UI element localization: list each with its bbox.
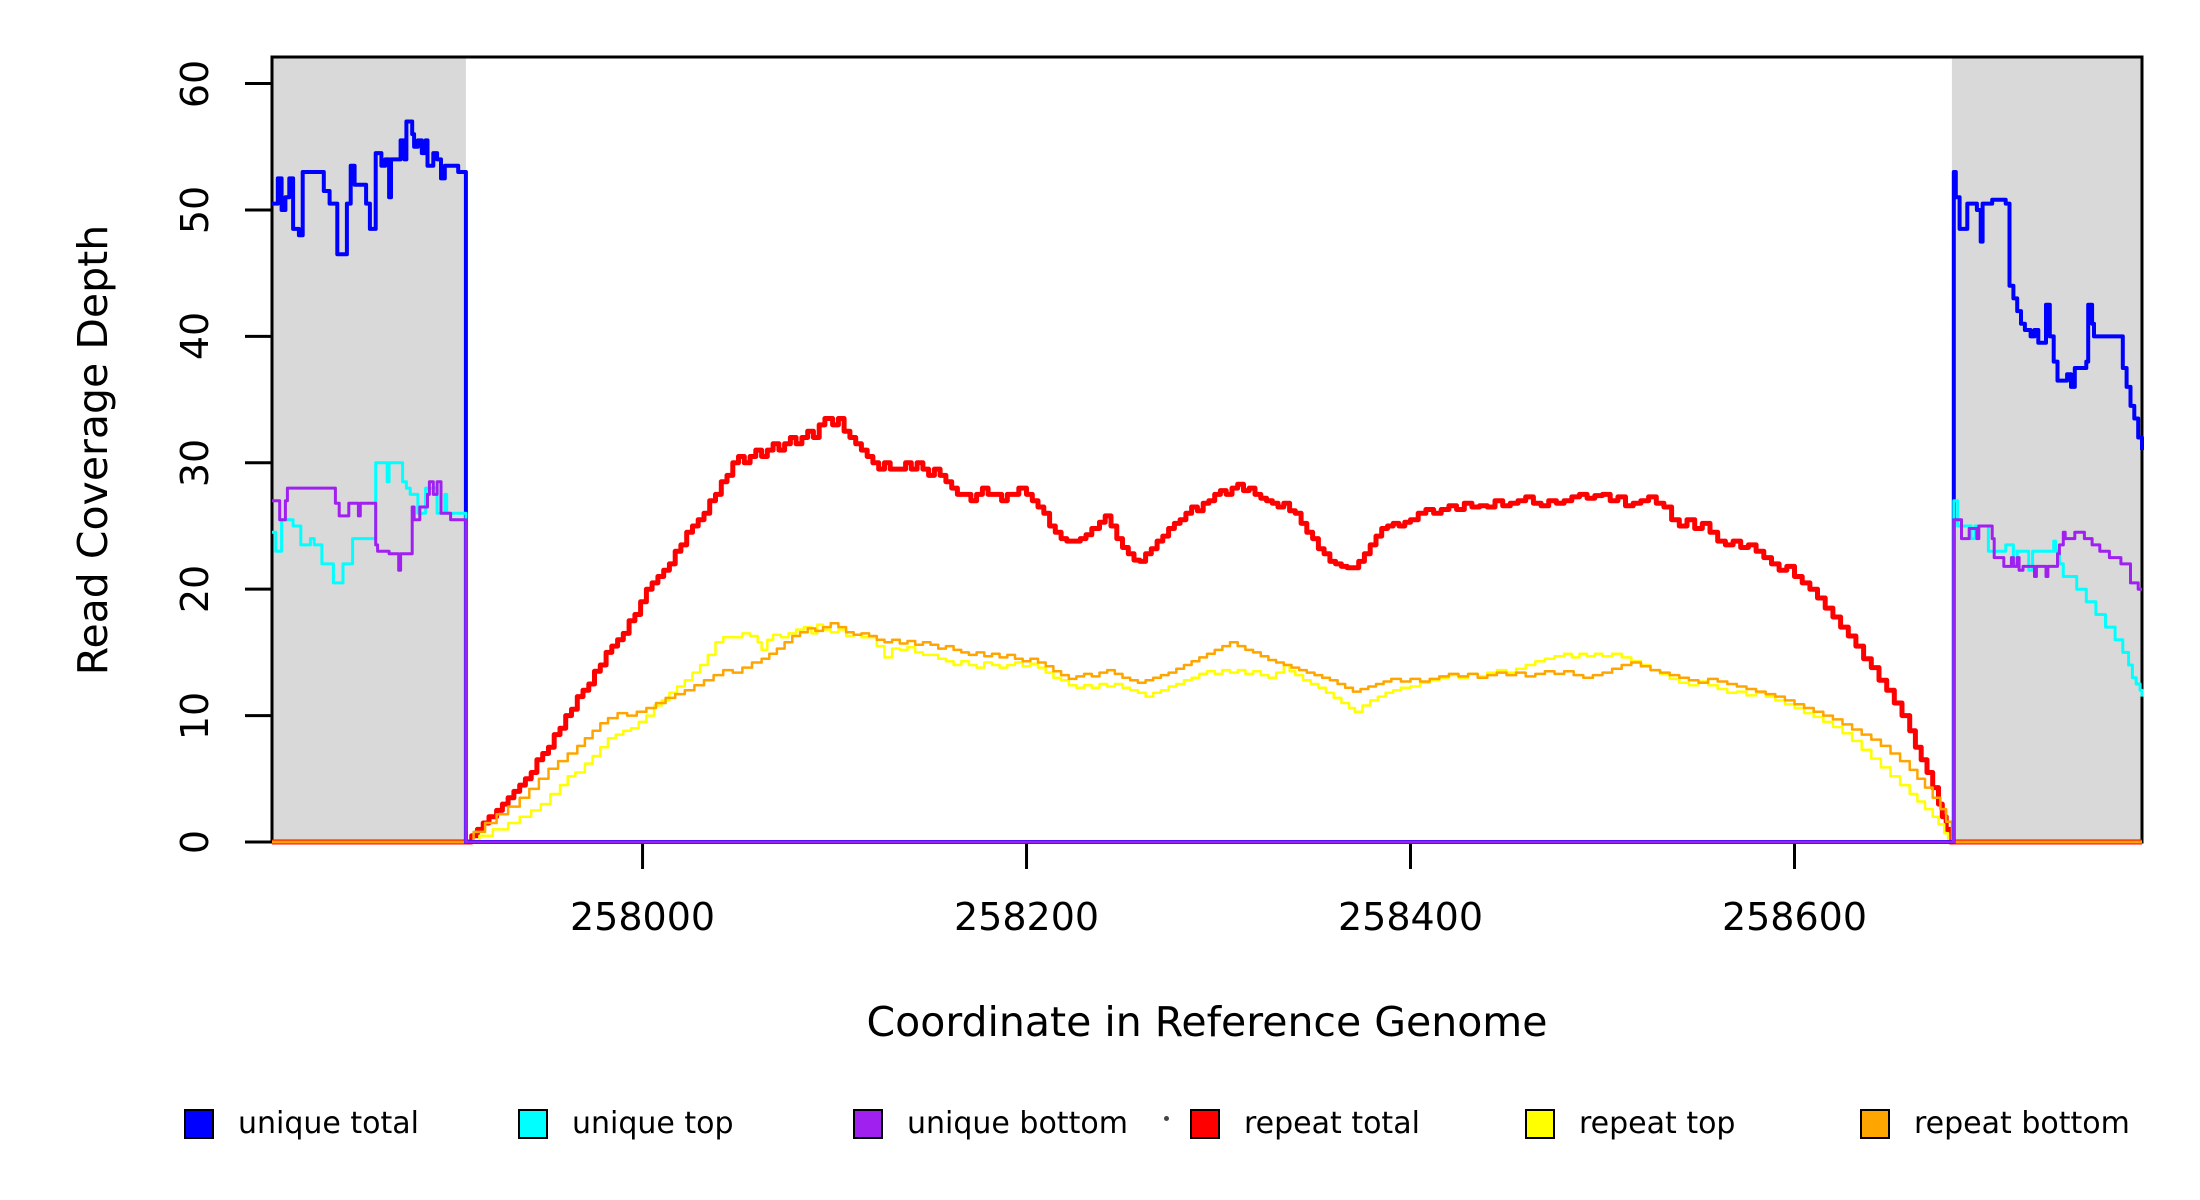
series-unique-total: [272, 119, 2144, 844]
legend-swatch-unique-top: [518, 1108, 548, 1139]
legend-label-unique-bottom: unique bottom: [907, 1106, 1128, 1141]
y-tick-label-20: 20: [173, 564, 217, 614]
legend-swatch-unique-bottom: [853, 1108, 883, 1139]
legend-item-repeat-top: repeat top: [1525, 1106, 1735, 1141]
stray-dot: [1164, 1116, 1169, 1121]
y-tick-label-50: 50: [173, 185, 217, 235]
legend-item-repeat-bottom: repeat bottom: [1860, 1106, 2130, 1141]
shaded-region-right: [1951, 57, 2142, 842]
x-tick-label-258600: 258600: [1721, 895, 1868, 939]
legend-item-unique-top: unique top: [518, 1106, 734, 1141]
legend-label-unique-total: unique total: [238, 1106, 420, 1141]
series-repeat-total: [272, 416, 2142, 845]
legend-label-repeat-top: repeat top: [1579, 1106, 1736, 1141]
legend-item-repeat-total: repeat total: [1190, 1106, 1420, 1141]
y-tick-label-0: 0: [173, 829, 217, 855]
plot-border: [270, 55, 2144, 844]
series-repeat-bottom: [272, 622, 2142, 844]
y-tick-label-40: 40: [173, 312, 217, 361]
legend-swatch-repeat-top: [1525, 1108, 1555, 1139]
x-tick-label-258000: 258000: [570, 895, 716, 939]
x-tick-label-258400: 258400: [1337, 895, 1484, 939]
legend-swatch-repeat-total: [1190, 1108, 1220, 1139]
y-tick-label-30: 30: [173, 438, 217, 487]
y-axis-title: Read Coverage Depth: [69, 224, 117, 676]
legend-item-unique-total: unique total: [184, 1106, 419, 1141]
legend-swatch-repeat-bottom: [1860, 1108, 1890, 1139]
y-tick-label-60: 60: [173, 59, 217, 108]
series-unique-bottom: [272, 480, 2142, 844]
legend-label-repeat-total: repeat total: [1244, 1106, 1420, 1141]
legend-label-unique-top: unique top: [572, 1106, 734, 1141]
x-tick-label-258200: 258200: [953, 895, 1100, 939]
legend-swatch-unique-total: [184, 1108, 214, 1139]
x-axis-title: Coordinate in Reference Genome: [866, 998, 1548, 1046]
legend-label-repeat-bottom: repeat bottom: [1914, 1106, 2130, 1141]
series-repeat-top: [272, 623, 2142, 844]
legend-item-unique-bottom: unique bottom: [853, 1106, 1128, 1141]
y-tick-label-10: 10: [173, 691, 217, 740]
